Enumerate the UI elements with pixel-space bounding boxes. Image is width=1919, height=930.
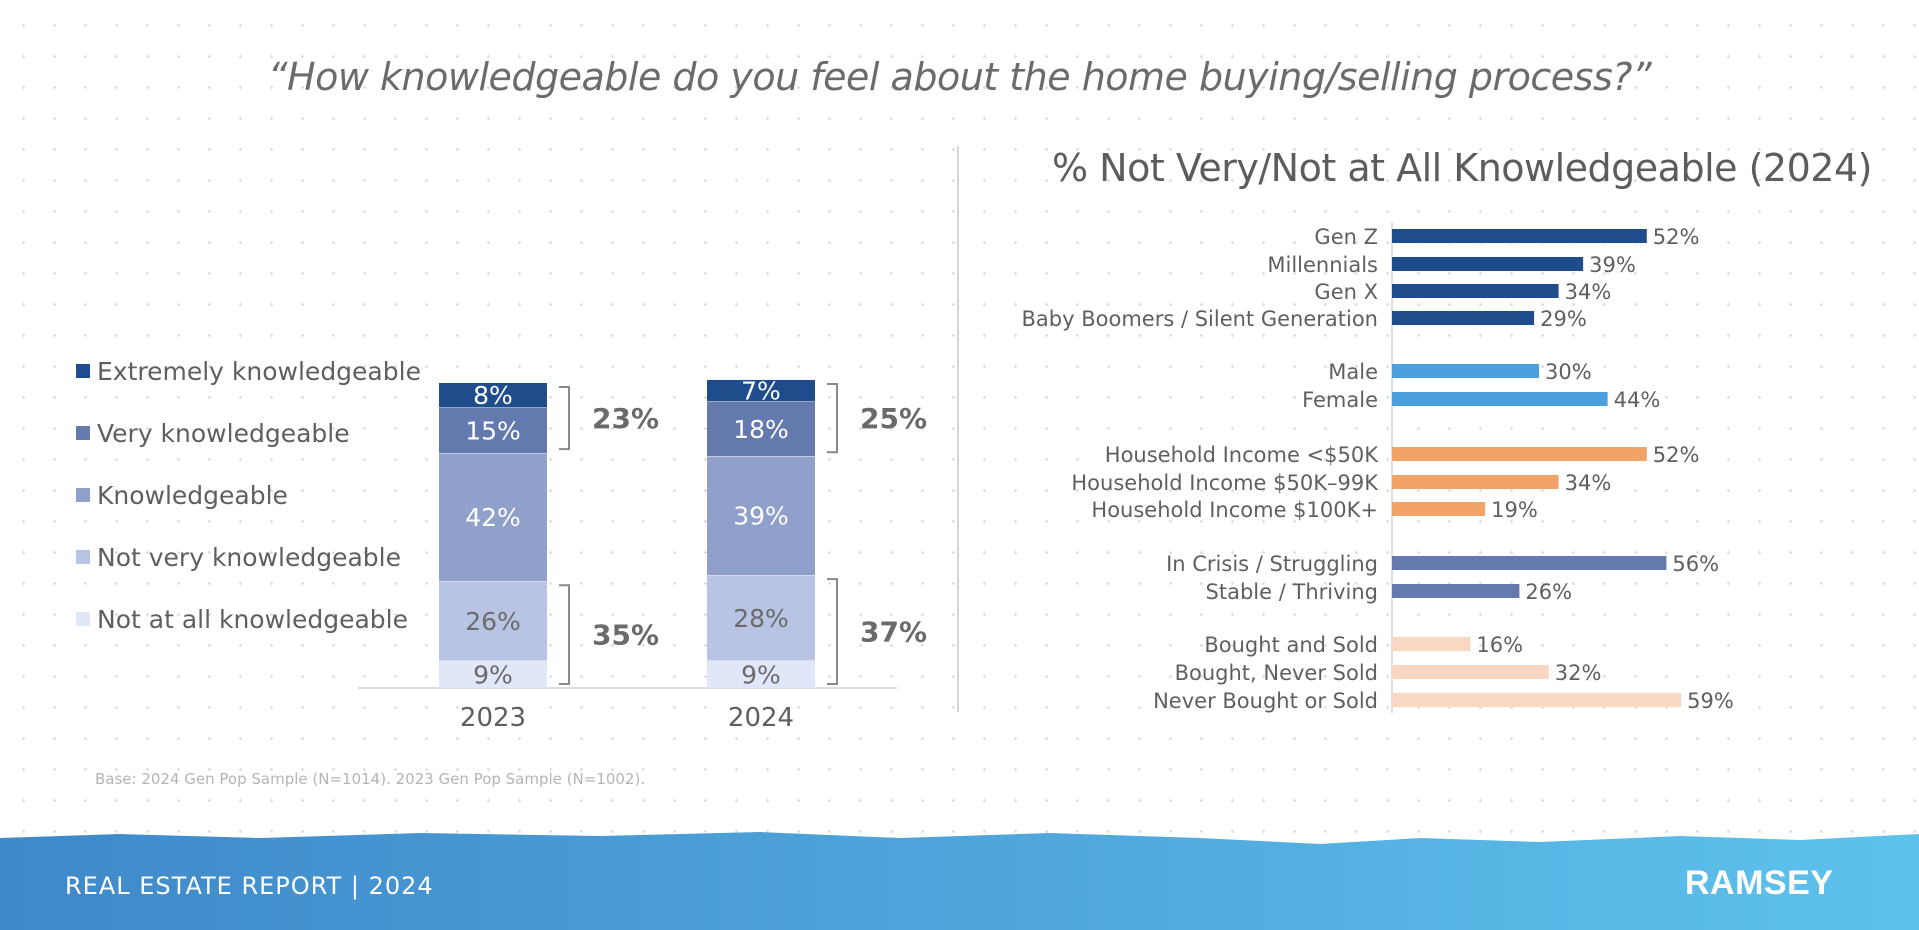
- segment-label: 8%: [473, 381, 513, 410]
- hbar: [1392, 665, 1549, 679]
- legend-swatch: [76, 488, 90, 502]
- legend-swatch: [76, 426, 90, 440]
- hbar: [1392, 257, 1584, 271]
- legend-item: Very knowledgeable: [76, 402, 421, 464]
- stacked-bar-chart: 9% 26% 42% 15% 8% 2023 23% 35% 9% 28% 39% 18% 7% 2024…: [358, 377, 927, 733]
- hbar-category-label: Female: [1302, 388, 1378, 412]
- hbar-category-label: Stable / Thriving: [1206, 580, 1378, 604]
- bracket-total-label: 25%: [860, 402, 927, 435]
- segment-label: 42%: [465, 503, 521, 532]
- segment-label: 15%: [465, 416, 521, 445]
- base-footnote: Base: 2024 Gen Pop Sample (N=1014). 2023…: [95, 770, 646, 788]
- bar-segment: [707, 456, 815, 576]
- bar-segment: [707, 379, 815, 402]
- bar-segment: [439, 407, 547, 454]
- hbar-category-label: Household Income <$50K: [1105, 443, 1379, 467]
- hbar-category-label: Household Income $50K–99K: [1071, 471, 1379, 495]
- segment-label: 9%: [473, 660, 513, 689]
- hbar: [1392, 284, 1559, 298]
- hbar-value-label: 52%: [1653, 225, 1700, 249]
- bar-segment: [439, 660, 547, 688]
- legend-swatch: [76, 612, 90, 626]
- hbar: [1392, 475, 1559, 489]
- hbar-value-label: 30%: [1545, 360, 1592, 384]
- bar-segment: [439, 453, 547, 582]
- hbar-category-label: Gen Z: [1314, 225, 1378, 249]
- hbar-value-label: 59%: [1687, 689, 1734, 713]
- hbar-value-label: 29%: [1540, 307, 1587, 331]
- hbar: [1392, 229, 1647, 243]
- hbar-value-label: 44%: [1614, 388, 1661, 412]
- x-tick-label: 2023: [460, 703, 526, 733]
- hbar-value-label: 34%: [1565, 280, 1612, 304]
- bracket: [827, 578, 838, 685]
- hbar-category-label: Never Bought or Sold: [1153, 689, 1378, 713]
- segment-label: 9%: [741, 660, 781, 689]
- hbar: [1392, 311, 1535, 325]
- bar-segment: [707, 575, 815, 661]
- report-title: REAL ESTATE REPORT | 2024: [65, 872, 434, 900]
- bar-segment: [707, 660, 815, 688]
- legend-swatch: [76, 550, 90, 564]
- hbar-category-label: Millennials: [1267, 253, 1378, 277]
- hbar-chart-title: % Not Very/Not at All Knowledgeable (202…: [1052, 146, 1872, 190]
- bar-segment: [439, 383, 547, 408]
- hbar: [1392, 637, 1471, 651]
- bracket: [559, 386, 570, 451]
- hbar-category-label: Bought, Never Sold: [1175, 661, 1378, 685]
- hbar: [1392, 447, 1647, 461]
- hbar: [1392, 556, 1667, 570]
- legend-label: Extremely knowledgeable: [97, 356, 421, 386]
- segment-label: 18%: [733, 415, 789, 444]
- legend-swatch: [76, 364, 90, 378]
- hbar: [1392, 693, 1682, 707]
- hbar-category-label: Gen X: [1314, 280, 1378, 304]
- hbar-value-label: 19%: [1491, 498, 1538, 522]
- hbar: [1392, 364, 1539, 378]
- segment-label: 7%: [741, 377, 781, 406]
- hbar: [1392, 502, 1486, 516]
- bracket-total-label: 23%: [592, 402, 659, 435]
- legend-label: Knowledgeable: [97, 480, 288, 510]
- legend-item: Not at all knowledgeable: [76, 588, 421, 650]
- bracket: [559, 584, 570, 685]
- survey-question: “How knowledgeable do you feel about the…: [267, 55, 1652, 99]
- legend-label: Not at all knowledgeable: [97, 604, 408, 634]
- hbar-category-label: In Crisis / Struggling: [1166, 552, 1378, 576]
- legend-item: Knowledgeable: [76, 464, 421, 526]
- stacked-chart-legend: Extremely knowledgeable Very knowledgeabl…: [76, 340, 421, 650]
- hbar-value-label: 56%: [1672, 552, 1719, 576]
- hbar: [1392, 584, 1520, 598]
- segment-label: 26%: [465, 607, 521, 636]
- horizontal-bar-chart: Gen Z 52% Millennials 39% Gen X 34% Baby Boome…: [1022, 222, 1734, 713]
- bracket-total-label: 35%: [592, 619, 659, 652]
- legend-label: Not very knowledgeable: [97, 542, 401, 572]
- ramsey-logo: RAMSEY: [1685, 864, 1834, 902]
- bracket: [827, 382, 838, 454]
- hbar-value-label: 34%: [1565, 471, 1612, 495]
- legend-item: Extremely knowledgeable: [76, 340, 421, 402]
- hbar-category-label: Bought and Sold: [1204, 633, 1378, 657]
- segment-label: 39%: [733, 502, 789, 531]
- x-tick-label: 2024: [728, 703, 794, 733]
- hbar-category-label: Household Income $100K+: [1091, 498, 1378, 522]
- hbar-value-label: 32%: [1555, 661, 1602, 685]
- bar-segment: [439, 581, 547, 661]
- hbar-value-label: 16%: [1476, 633, 1523, 657]
- hbar: [1392, 392, 1608, 406]
- bracket-total-label: 37%: [860, 616, 927, 649]
- hbar-value-label: 26%: [1525, 580, 1572, 604]
- hbar-category-label: Male: [1328, 360, 1378, 384]
- hbar-value-label: 52%: [1653, 443, 1700, 467]
- hbar-value-label: 39%: [1589, 253, 1636, 277]
- hbar-category-label: Baby Boomers / Silent Generation: [1022, 307, 1378, 331]
- legend-label: Very knowledgeable: [97, 418, 350, 448]
- panel-divider: [957, 146, 959, 712]
- segment-label: 28%: [733, 604, 789, 633]
- legend-item: Not very knowledgeable: [76, 526, 421, 588]
- bar-segment: [707, 401, 815, 457]
